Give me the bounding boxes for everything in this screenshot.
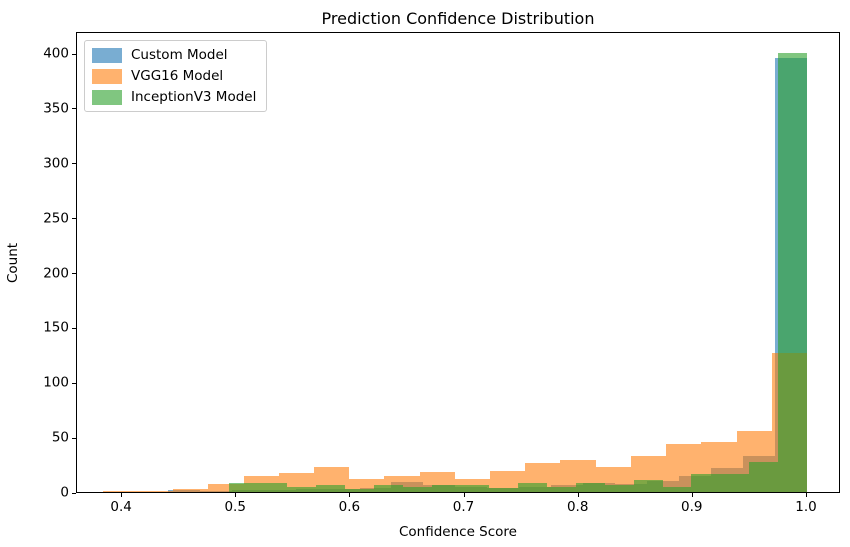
x-tick-mark [121, 493, 123, 497]
inceptionv3-model-bar [604, 485, 634, 492]
legend-label: InceptionV3 Model [131, 89, 257, 105]
legend-item-inceptionv3-model: InceptionV3 Model [92, 89, 256, 105]
inceptionv3-model-bar [749, 462, 779, 492]
plot-area: Custom Model VGG16 Model InceptionV3 Mod… [76, 32, 840, 493]
x-tick-mark [577, 493, 579, 497]
x-tick-label: 0.7 [452, 499, 475, 515]
inceptionv3-model-bar [431, 485, 461, 492]
inceptionv3-model-bar [489, 487, 519, 492]
y-tick-label: 250 [43, 210, 69, 227]
inceptionv3-model-bar [691, 474, 721, 492]
y-tick-mark [72, 218, 76, 220]
inceptionv3-model-bar [575, 483, 605, 492]
x-tick-label: 1.0 [795, 499, 817, 515]
vgg16-model-bar [490, 471, 526, 492]
inceptionv3-model-bar [518, 483, 548, 492]
vgg16-model-bar [102, 490, 138, 492]
y-tick-label: 50 [51, 429, 69, 446]
inceptionv3-model-bar [258, 483, 288, 492]
legend-label: Custom Model [131, 47, 228, 63]
y-tick-mark [72, 492, 76, 494]
y-tick-mark [72, 53, 76, 55]
x-tick-mark [806, 493, 807, 497]
y-axis-label: Count [5, 242, 21, 284]
legend-item-custom-model: Custom Model [92, 47, 256, 63]
x-tick-mark [691, 493, 693, 497]
inceptionv3-model-bar [460, 485, 490, 492]
inceptionv3-model-bar [633, 479, 663, 492]
legend: Custom Model VGG16 Model InceptionV3 Mod… [84, 40, 268, 112]
vgg16-model-bar [208, 484, 244, 492]
y-tick-label: 350 [43, 100, 69, 117]
vgg16-model-bar [137, 490, 174, 492]
y-tick-label: 0 [60, 484, 69, 501]
legend-item-vgg16-model: VGG16 Model [92, 68, 256, 84]
x-tick-mark [463, 493, 465, 497]
y-tick-mark [72, 327, 76, 329]
x-axis-label: Confidence Score [398, 524, 517, 540]
chart-title: Prediction Confidence Distribution [321, 9, 595, 28]
y-tick-label: 300 [43, 155, 69, 172]
y-tick-mark [72, 163, 76, 165]
y-tick-mark [72, 273, 76, 274]
inceptionv3-model-bar [778, 52, 807, 492]
y-tick-label: 200 [43, 265, 69, 281]
vgg16-model-swatch-icon [92, 68, 122, 84]
y-tick-mark [72, 382, 76, 384]
y-tick-mark [72, 437, 76, 439]
inceptionv3-model-bar [720, 474, 750, 492]
x-tick-label: 0.6 [338, 499, 361, 515]
inceptionv3-model-bar [547, 486, 576, 492]
inceptionv3-model-bar [662, 486, 692, 492]
inceptionv3-model-bar [402, 486, 432, 492]
x-tick-mark [349, 493, 351, 497]
y-tick-mark [72, 108, 76, 110]
inceptionv3-model-swatch-icon [92, 89, 122, 105]
x-tick-mark [235, 493, 237, 497]
y-tick-label: 400 [43, 45, 69, 62]
inceptionv3-model-bar [316, 485, 345, 492]
inceptionv3-model-bar [373, 485, 403, 492]
inceptionv3-model-bar [229, 483, 259, 492]
x-tick-label: 0.9 [681, 499, 703, 515]
legend-label: VGG16 Model [131, 68, 224, 84]
inceptionv3-model-bar [344, 488, 374, 492]
x-tick-label: 0.5 [224, 499, 246, 515]
y-tick-label: 150 [43, 319, 69, 336]
custom-model-swatch-icon [92, 47, 122, 63]
y-tick-label: 100 [43, 374, 69, 391]
x-tick-label: 0.4 [110, 499, 132, 515]
x-tick-label: 0.8 [566, 499, 589, 515]
vgg16-model-bar [173, 488, 209, 492]
inceptionv3-model-bar [287, 486, 317, 492]
